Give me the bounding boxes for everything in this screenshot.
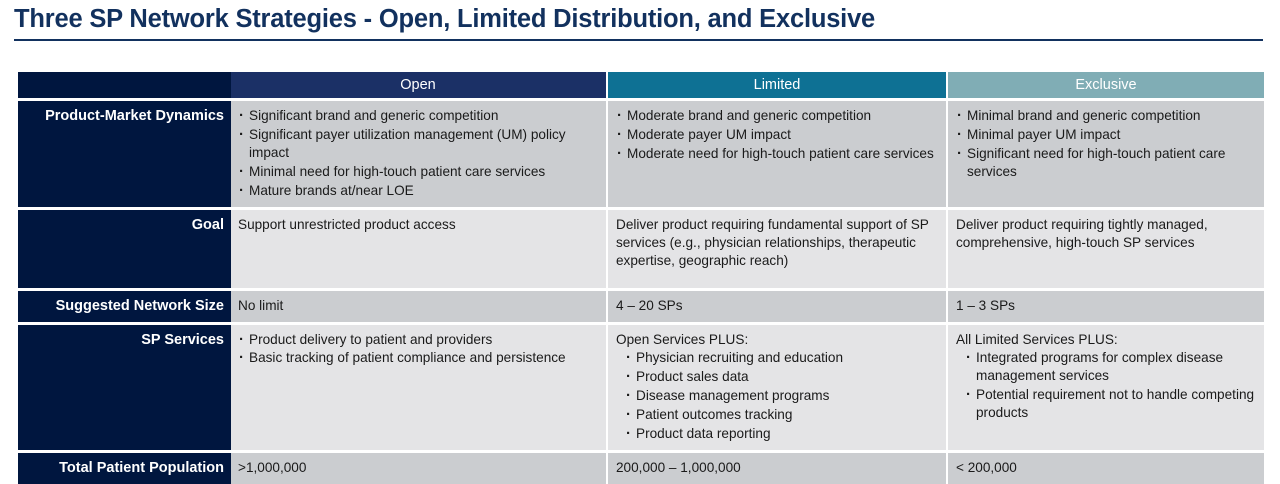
row-label-suggested-network-size: Suggested Network Size bbox=[18, 290, 231, 322]
table-row: Total Patient Population >1,000,000 200,… bbox=[18, 453, 1264, 484]
cell-total-patient-population-open: >1,000,000 bbox=[231, 453, 606, 484]
cell-product-market-dynamics-limited: Moderate brand and generic competition M… bbox=[608, 101, 946, 207]
row-label-product-market-dynamics: Product-Market Dynamics bbox=[18, 101, 231, 207]
cell-text: No limit bbox=[238, 297, 284, 313]
list-item: Basic tracking of patient compliance and… bbox=[238, 348, 598, 368]
row-label-goal: Goal bbox=[18, 209, 231, 288]
bullet-list: Minimal brand and generic competition Mi… bbox=[956, 106, 1256, 181]
cell-text: Deliver product requiring fundamental su… bbox=[616, 216, 929, 268]
bullet-list: Moderate brand and generic competition M… bbox=[616, 106, 938, 164]
strategy-comparison-table: Open Limited Exclusive Product-Market Dy… bbox=[18, 72, 1264, 484]
cell-product-market-dynamics-open: Significant brand and generic competitio… bbox=[231, 101, 606, 207]
cell-sp-services-open: Product delivery to patient and provider… bbox=[231, 324, 606, 451]
table-row: Goal Support unrestricted product access… bbox=[18, 209, 1264, 288]
table-row: SP Services Product delivery to patient … bbox=[18, 324, 1264, 451]
list-item: Product sales data bbox=[625, 367, 938, 387]
cell-goal-limited: Deliver product requiring fundamental su… bbox=[608, 209, 946, 288]
list-item: Moderate payer UM impact bbox=[616, 125, 938, 145]
row-label-total-patient-population: Total Patient Population bbox=[18, 453, 231, 484]
list-item: Significant payer utilization management… bbox=[238, 125, 598, 162]
list-item: Integrated programs for complex disease … bbox=[965, 348, 1256, 385]
list-item: Physician recruiting and education bbox=[625, 348, 938, 368]
list-item: Moderate brand and generic competition bbox=[616, 106, 938, 126]
list-item: Minimal need for high-touch patient care… bbox=[238, 162, 598, 182]
cell-product-market-dynamics-exclusive: Minimal brand and generic competition Mi… bbox=[948, 101, 1264, 207]
cell-text: >1,000,000 bbox=[238, 460, 307, 476]
cell-suggested-network-size-limited: 4 – 20 SPs bbox=[608, 290, 946, 322]
cell-text: 200,000 – 1,000,000 bbox=[616, 460, 741, 476]
cell-lead-text: Open Services PLUS: bbox=[616, 331, 749, 347]
table-row: Product-Market Dynamics Significant bran… bbox=[18, 101, 1264, 207]
cell-goal-open: Support unrestricted product access bbox=[231, 209, 606, 288]
list-item: Product data reporting bbox=[625, 424, 938, 444]
list-item: Product delivery to patient and provider… bbox=[238, 330, 598, 350]
cell-text: Support unrestricted product access bbox=[238, 216, 456, 232]
cell-sp-services-limited: Open Services PLUS: Physician recruiting… bbox=[608, 324, 946, 451]
cell-text: Deliver product requiring tightly manage… bbox=[956, 216, 1208, 250]
list-item: Patient outcomes tracking bbox=[625, 405, 938, 425]
row-label-sp-services: SP Services bbox=[18, 324, 231, 451]
title-block: Three SP Network Strategies - Open, Limi… bbox=[14, 4, 1266, 41]
bullet-list: Significant brand and generic competitio… bbox=[238, 106, 598, 201]
cell-sp-services-exclusive: All Limited Services PLUS: Integrated pr… bbox=[948, 324, 1264, 451]
cell-total-patient-population-limited: 200,000 – 1,000,000 bbox=[608, 453, 946, 484]
list-item: Minimal brand and generic competition bbox=[956, 106, 1256, 126]
cell-text: 1 – 3 SPs bbox=[956, 297, 1015, 313]
list-item: Significant need for high-touch patient … bbox=[956, 144, 1256, 181]
list-item: Potential requirement not to handle comp… bbox=[965, 385, 1256, 422]
bullet-list: Integrated programs for complex disease … bbox=[956, 348, 1256, 422]
list-item: Disease management programs bbox=[625, 386, 938, 406]
list-item: Minimal payer UM impact bbox=[956, 125, 1256, 145]
column-header-limited: Limited bbox=[608, 72, 946, 98]
table-header-row: Open Limited Exclusive bbox=[18, 72, 1264, 98]
bullet-list: Product delivery to patient and provider… bbox=[238, 330, 598, 369]
cell-lead-text: All Limited Services PLUS: bbox=[956, 331, 1118, 347]
title-underline bbox=[14, 38, 1263, 41]
list-item: Mature brands at/near LOE bbox=[238, 181, 598, 201]
page-title: Three SP Network Strategies - Open, Limi… bbox=[14, 5, 876, 33]
bullet-list: Physician recruiting and education Produ… bbox=[616, 348, 938, 444]
column-header-open: Open bbox=[231, 72, 606, 98]
cell-text: 4 – 20 SPs bbox=[616, 297, 683, 313]
cell-total-patient-population-exclusive: < 200,000 bbox=[948, 453, 1264, 484]
header-corner-cell bbox=[18, 72, 231, 98]
cell-suggested-network-size-exclusive: 1 – 3 SPs bbox=[948, 290, 1264, 322]
cell-text: < 200,000 bbox=[956, 460, 1017, 476]
cell-goal-exclusive: Deliver product requiring tightly manage… bbox=[948, 209, 1264, 288]
column-header-exclusive: Exclusive bbox=[948, 72, 1264, 98]
list-item: Moderate need for high-touch patient car… bbox=[616, 144, 938, 164]
list-item: Significant brand and generic competitio… bbox=[238, 106, 598, 126]
cell-suggested-network-size-open: No limit bbox=[231, 290, 606, 322]
table-row: Suggested Network Size No limit 4 – 20 S… bbox=[18, 290, 1264, 322]
